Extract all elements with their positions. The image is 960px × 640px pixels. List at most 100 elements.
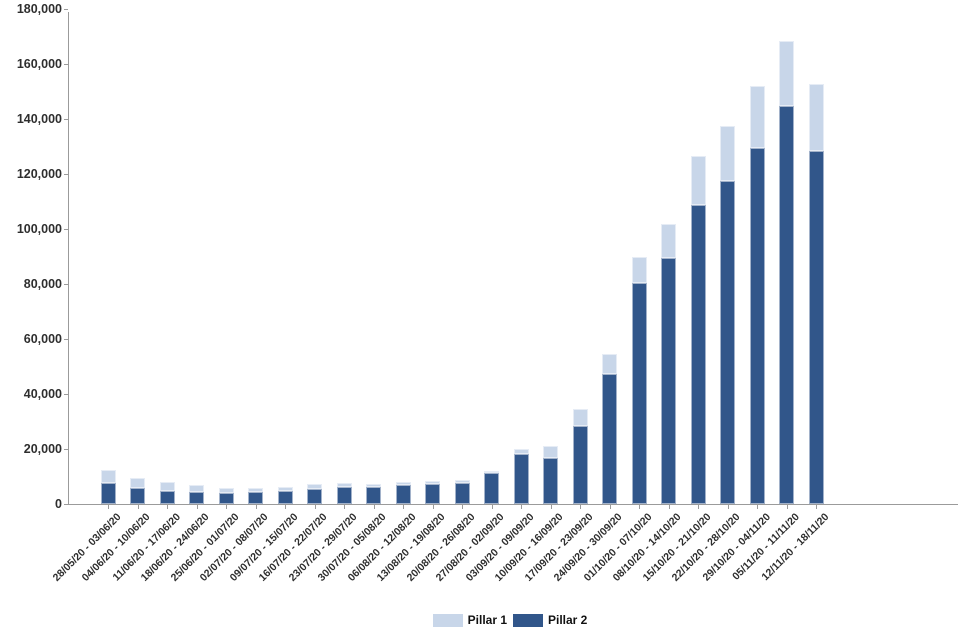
x-tick-mark [108,505,109,509]
bar-15-10-20-21-10-20 [690,156,706,504]
y-tick-label: 40,000 [23,387,62,401]
bar-10-09-20-16-09-20 [543,445,558,504]
segment-pillar-2 [572,425,588,504]
segment-pillar-2 [690,204,706,504]
segment-pillar-2 [602,373,617,504]
x-tick-mark [727,505,729,509]
y-tick-mark [64,119,68,120]
segment-pillar-1 [661,224,676,258]
bar-04-06-20-10-06-20 [130,478,145,504]
x-tick-mark [255,505,257,509]
y-tick-mark [64,229,68,230]
x-tick-mark [285,505,286,509]
segment-pillar-1 [543,445,558,459]
bar-17-09-20-23-09-20 [572,409,588,504]
bar-06-08-20-12-08-20 [395,481,411,504]
segment-pillar-1 [366,484,381,488]
segment-pillar-2 [248,491,263,504]
x-tick-mark [167,505,168,509]
segment-pillar-1 [749,86,765,148]
x-tick-mark [344,505,345,509]
x-tick-mark [580,505,581,509]
segment-pillar-2 [484,473,499,504]
bar-23-07-20-29-07-20 [336,483,352,504]
x-tick-mark [609,505,611,509]
segment-pillar-1 [159,481,175,491]
segment-pillar-1 [130,478,145,489]
segment-pillar-1 [336,483,352,488]
segment-pillar-2 [543,458,558,504]
bar-24-09-20-30-09-20 [602,354,617,504]
segment-pillar-2 [720,180,735,504]
x-tick-mark [403,505,404,509]
bar-09-07-20-15-07-20 [277,486,293,504]
bar-11-06-20-17-06-20 [159,481,175,504]
segment-pillar-2 [336,487,352,504]
y-tick-mark [64,394,68,395]
bar-30-07-20-05-08-20 [366,484,381,504]
segment-pillar-1 [307,484,322,490]
segment-pillar-1 [572,409,588,426]
segment-pillar-1 [189,484,204,493]
y-tick-mark [64,339,68,340]
y-tick-label: 60,000 [23,332,62,346]
bar-16-07-20-22-07-20 [307,484,322,504]
segment-pillar-1 [395,481,411,485]
y-tick-label: 180,000 [16,2,62,16]
segment-pillar-1 [602,354,617,374]
segment-pillar-1 [454,480,470,484]
x-tick-mark [786,505,788,509]
x-tick-mark [639,505,640,509]
segment-pillar-2 [218,493,234,504]
x-tick-mark [462,505,463,509]
x-tick-mark [491,505,493,509]
x-tick-mark [432,505,434,509]
y-axis-line [68,12,69,504]
segment-pillar-2 [159,490,175,504]
bar-29-10-20-04-11-20 [749,86,765,504]
segment-pillar-2 [661,257,676,504]
segment-pillar-1 [720,125,735,181]
y-tick-label: 160,000 [16,57,62,71]
bar-02-07-20-08-07-20 [248,487,263,504]
y-tick-mark [64,449,68,450]
x-tick-mark [757,505,758,509]
bar-28-05-20-03-06-20 [100,469,116,504]
segment-pillar-2 [307,489,322,504]
bar-03-09-20-09-09-20 [513,448,529,504]
y-tick-label: 100,000 [16,222,62,236]
segment-pillar-2 [395,484,411,504]
segment-pillar-2 [808,150,824,504]
x-axis-line [68,504,958,505]
segment-pillar-1 [484,471,499,474]
segment-pillar-1 [779,40,794,106]
segment-pillar-2 [366,487,381,504]
y-tick-label: 120,000 [16,167,62,181]
bar-20-08-20-26-08-20 [454,480,470,504]
bar-05-11-20-11-11-20 [779,40,794,504]
x-tick-mark [373,505,375,509]
bar-22-10-20-28-10-20 [720,125,735,504]
bar-01-10-20-07-10-20 [631,257,647,504]
x-tick-mark [698,505,699,509]
segment-pillar-2 [100,482,116,504]
segment-pillar-2 [631,283,647,504]
y-tick-label: 140,000 [16,112,62,126]
segment-pillar-1 [631,257,647,284]
x-tick-mark [196,505,198,509]
y-tick-mark [64,64,68,65]
y-tick-label: 0 [55,497,62,511]
x-tick-mark [226,505,227,509]
segment-pillar-1 [425,480,440,485]
y-tick-mark [64,284,68,285]
y-tick-mark [64,504,68,505]
chart-legend: Pillar 1 Pillar 2 [68,613,958,627]
segment-pillar-2 [425,484,440,504]
legend-swatch-pillar-1 [432,613,463,627]
bar-12-11-20-18-11-20 [808,84,824,504]
segment-pillar-1 [218,488,234,494]
bar-18-06-20-24-06-20 [189,484,204,504]
segment-pillar-1 [513,448,529,455]
y-tick-label: 80,000 [23,277,62,291]
